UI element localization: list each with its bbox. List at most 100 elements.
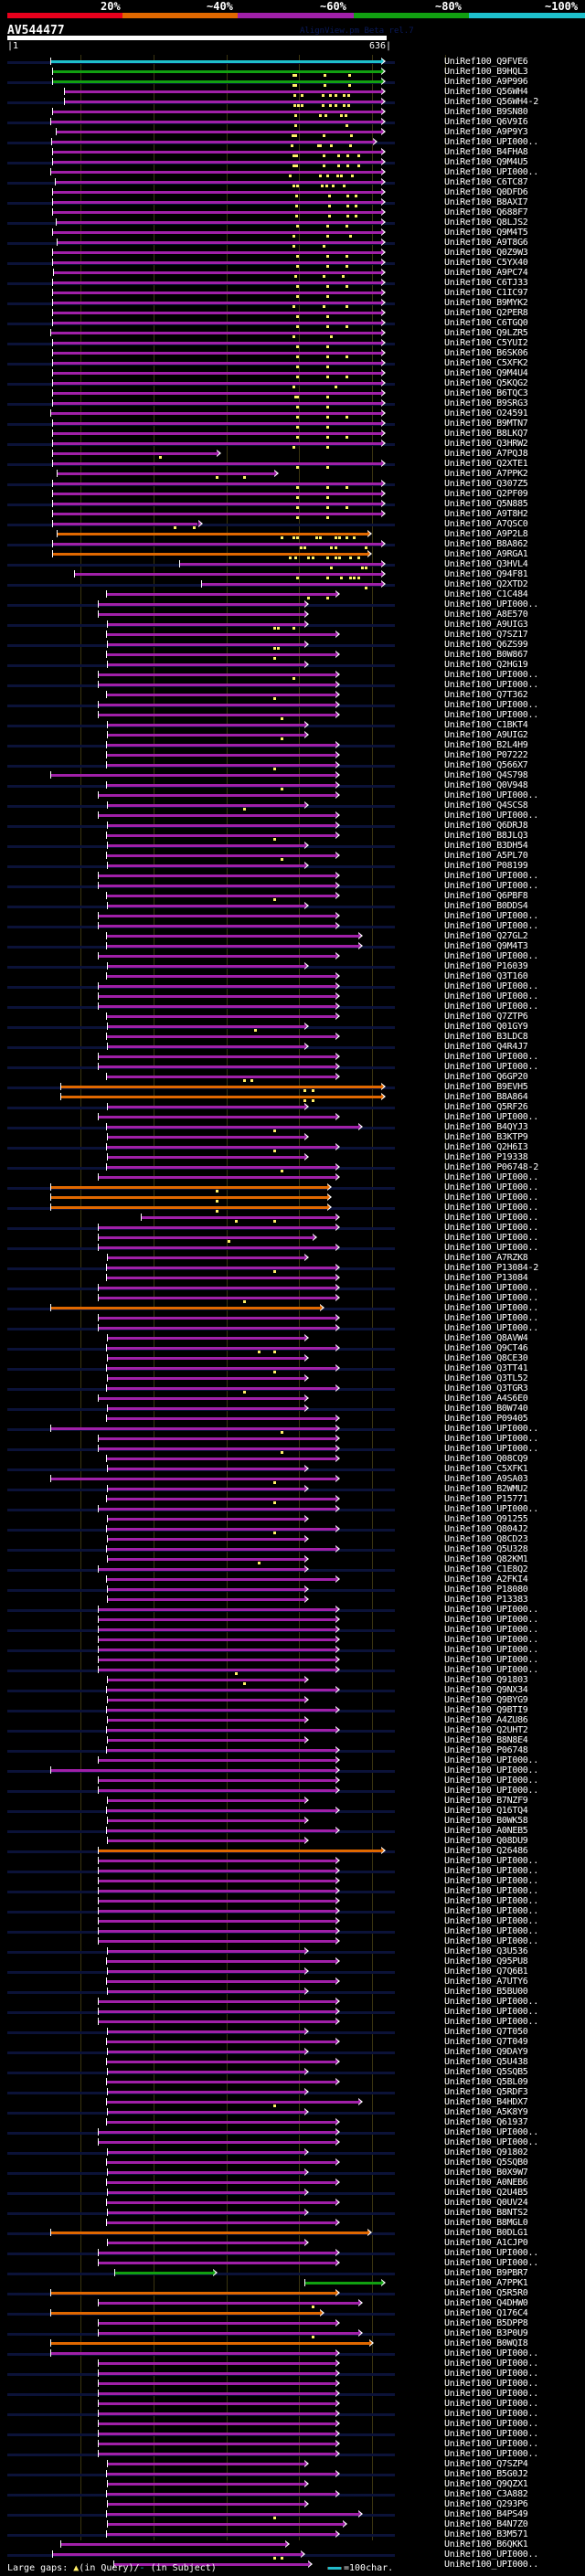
hit-row[interactable]: UniRef100_C1C484 (0, 589, 585, 600)
hit-name-link[interactable]: UniRef100_UPI000.. (444, 1615, 538, 1625)
hit-bar[interactable] (99, 1759, 335, 1762)
hit-row[interactable]: UniRef100_Q61937 (0, 2117, 585, 2128)
hit-bar[interactable] (50, 1196, 328, 1199)
hit-name-link[interactable]: UniRef100_Q7T362 (444, 690, 528, 700)
hit-bar[interactable] (53, 553, 368, 556)
hit-row[interactable]: UniRef100_Q7SZ17 (0, 630, 585, 641)
hit-name-link[interactable]: UniRef100_UPI000.. (444, 1203, 538, 1213)
hit-bar[interactable] (53, 312, 381, 314)
hit-bar[interactable] (99, 1116, 335, 1118)
hit-name-link[interactable]: UniRef100_Q6PBF8 (444, 891, 528, 901)
hit-name-link[interactable]: UniRef100_Q91802 (444, 2147, 528, 2157)
hit-name-link[interactable]: UniRef100_Q7SZ17 (444, 630, 528, 640)
hit-row[interactable]: UniRef100_Q9M4U5 (0, 157, 585, 168)
hit-bar[interactable] (53, 151, 381, 154)
hit-name-link[interactable]: UniRef100_UPI000.. (444, 1765, 538, 1776)
hit-bar[interactable] (108, 2051, 305, 2053)
hit-bar[interactable] (99, 2382, 335, 2385)
hit-name-link[interactable]: UniRef100_UPI000.. (444, 1755, 538, 1765)
hit-bar[interactable] (99, 794, 335, 797)
hit-row[interactable]: UniRef100_P06748 (0, 1745, 585, 1756)
hit-row[interactable]: UniRef100_A9RGA1 (0, 549, 585, 560)
hit-row[interactable]: UniRef100_UPI000.. (0, 137, 585, 148)
hit-row[interactable]: UniRef100_UPI000.. (0, 1886, 585, 1897)
hit-name-link[interactable]: UniRef100_Q8LJS2 (444, 217, 528, 228)
hit-row[interactable]: UniRef100_UPI000.. (0, 1776, 585, 1786)
hit-row[interactable]: UniRef100_Q5U438 (0, 2057, 585, 2068)
hit-row[interactable]: UniRef100_B5DPP8 (0, 2318, 585, 2329)
hit-name-link[interactable]: UniRef100_Q2H6I3 (444, 1142, 528, 1152)
hit-name-link[interactable]: UniRef100_UPI000.. (444, 2449, 538, 2459)
hit-name-link[interactable]: UniRef100_Q5R5R0 (444, 2288, 528, 2298)
hit-name-link[interactable]: UniRef100_Q7SZP4 (444, 2459, 528, 2469)
hit-row[interactable]: UniRef100_Q9M4U4 (0, 368, 585, 379)
hit-name-link[interactable]: UniRef100_UPI000.. (444, 1645, 538, 1655)
hit-name-link[interactable]: UniRef100_Q2PF09 (444, 489, 528, 499)
hit-bar[interactable] (99, 2322, 335, 2325)
hit-bar[interactable] (58, 241, 381, 244)
hit-row[interactable]: UniRef100_A4ZU86 (0, 1715, 585, 1726)
hit-row[interactable]: UniRef100_UPI000.. (0, 1786, 585, 1797)
hit-row[interactable]: UniRef100_Q6V9I6 (0, 117, 585, 128)
hit-name-link[interactable]: UniRef100_B0DDS4 (444, 901, 528, 911)
hit-bar[interactable] (50, 774, 335, 777)
hit-bar[interactable] (108, 1679, 305, 1681)
hit-row[interactable]: UniRef100_B8MGL0 (0, 2218, 585, 2229)
hit-bar[interactable] (108, 1256, 305, 1259)
hit-row[interactable]: UniRef100_Q3T160 (0, 971, 585, 982)
hit-bar[interactable] (106, 1015, 335, 1018)
hit-row[interactable]: UniRef100_UPI000.. (0, 1323, 585, 1334)
hit-bar[interactable] (106, 1528, 335, 1531)
hit-bar[interactable] (99, 2131, 335, 2134)
hit-name-link[interactable]: UniRef100_Q5N885 (444, 499, 528, 509)
hit-name-link[interactable]: UniRef100_Q82KM1 (444, 1554, 528, 1564)
hit-name-link[interactable]: UniRef100_A4S6E0 (444, 1394, 528, 1404)
hit-name-link[interactable]: UniRef100_UPI000.. (444, 1112, 538, 1122)
hit-bar[interactable] (108, 724, 305, 726)
hit-row[interactable]: UniRef100_B8JLQ3 (0, 831, 585, 842)
hit-row[interactable]: UniRef100_UPI000.. (0, 1213, 585, 1224)
hit-row[interactable]: UniRef100_P09405 (0, 1414, 585, 1425)
hit-name-link[interactable]: UniRef100_C1E8Q2 (444, 1564, 528, 1574)
hit-bar[interactable] (108, 1950, 305, 1953)
hit-row[interactable]: UniRef100_B8A864 (0, 1092, 585, 1103)
hit-name-link[interactable]: UniRef100_UPI000.. (444, 991, 538, 1002)
hit-row[interactable]: UniRef100_C5XFK1 (0, 1464, 585, 1475)
hit-bar[interactable] (108, 1106, 305, 1108)
hit-row[interactable]: UniRef100_Q6DRJ8 (0, 821, 585, 832)
hit-name-link[interactable]: UniRef100_Q2HG19 (444, 660, 528, 670)
hit-name-link[interactable]: UniRef100_Q5RDF3 (444, 2087, 528, 2097)
hit-name-link[interactable]: UniRef100_Q2XTE1 (444, 459, 528, 469)
hit-name-link[interactable]: UniRef100_Q08CQ9 (444, 1454, 528, 1464)
hit-row[interactable]: UniRef100_A7QSC0 (0, 519, 585, 530)
hit-row[interactable]: UniRef100_B9HQL3 (0, 67, 585, 78)
hit-name-link[interactable]: UniRef100_Q566X7 (444, 760, 528, 770)
hit-row[interactable]: UniRef100_UPI000.. (0, 1916, 585, 1927)
hit-name-link[interactable]: UniRef100_UPI000.. (444, 1856, 538, 1866)
hit-bar[interactable] (53, 362, 381, 365)
hit-bar[interactable] (99, 1437, 335, 1440)
hit-bar[interactable] (106, 1458, 335, 1460)
hit-name-link[interactable]: UniRef100_B4FHA8 (444, 147, 528, 157)
hit-bar[interactable] (108, 1699, 305, 1701)
hit-bar[interactable] (108, 2111, 305, 2114)
hit-row[interactable]: UniRef100_C1BKT4 (0, 720, 585, 731)
hit-name-link[interactable]: UniRef100_B0X9W7 (444, 2168, 528, 2178)
hit-bar[interactable] (106, 2201, 335, 2204)
hit-name-link[interactable]: UniRef100_B7NZF9 (444, 1796, 528, 1806)
hit-row[interactable]: UniRef100_Q2HG19 (0, 660, 585, 671)
hit-name-link[interactable]: UniRef100_Q5U328 (444, 1544, 528, 1554)
hit-bar[interactable] (106, 744, 335, 747)
hit-row[interactable]: UniRef100_UPI000.. (0, 871, 585, 882)
hit-name-link[interactable]: UniRef100_UPI000.. (444, 599, 538, 610)
hit-row[interactable]: UniRef100_Q2U4B5 (0, 2188, 585, 2199)
hit-bar[interactable] (99, 915, 335, 917)
hit-row[interactable]: UniRef100_B3DH54 (0, 841, 585, 852)
hit-row[interactable]: UniRef100_Q7SZP4 (0, 2459, 585, 2470)
hit-bar[interactable] (50, 1206, 328, 1209)
hit-row[interactable]: UniRef100_UPI000.. (0, 1665, 585, 1676)
hit-bar[interactable] (50, 2312, 320, 2315)
hit-bar[interactable] (108, 1739, 305, 1742)
hit-name-link[interactable]: UniRef100_B3LDC8 (444, 1032, 528, 1042)
hit-row[interactable]: UniRef100_Q5SQB0 (0, 2157, 585, 2168)
